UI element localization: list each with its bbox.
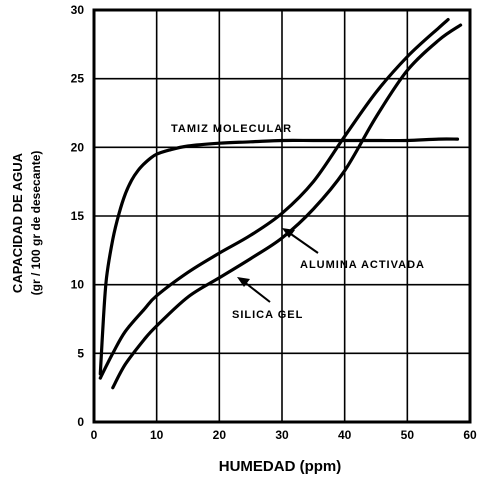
x-tick-label: 60 xyxy=(463,428,477,442)
x-tick-labels: 0 10 20 30 40 50 60 xyxy=(91,428,477,442)
grid xyxy=(94,10,470,422)
x-tick-label: 40 xyxy=(338,428,352,442)
plot-frame xyxy=(92,8,472,424)
y-tick-label: 10 xyxy=(71,278,85,292)
alumina-arrowhead xyxy=(282,228,295,238)
y-axis-title: CAPACIDAD DE AGUA xyxy=(10,152,25,293)
series-line-alumina-activada xyxy=(98,18,450,380)
x-axis-title: HUMEDAD (ppm) xyxy=(219,458,341,475)
series-line-tamiz-molecular xyxy=(98,137,460,376)
y-tick-label: 15 xyxy=(71,209,85,223)
x-tick-label: 10 xyxy=(150,428,164,442)
series-line-silica-gel xyxy=(111,23,463,390)
y-axis-subtitle: (gr / 100 gr de desecante) xyxy=(29,151,43,296)
annotation-tamiz-molecular: TAMIZ MOLECULAR xyxy=(171,123,292,135)
series-lines xyxy=(98,18,463,390)
alumina-arrow-shaft xyxy=(287,231,319,254)
annotation-alumina-activada: ALUMINA ACTIVADA xyxy=(300,259,425,271)
annotation-silica-gel: SILICA GEL xyxy=(232,309,303,321)
x-tick-label: 50 xyxy=(401,428,415,442)
y-tick-label: 25 xyxy=(71,72,85,86)
x-tick-label: 20 xyxy=(213,428,227,442)
y-tick-label: 20 xyxy=(71,140,85,154)
x-tick-label: 0 xyxy=(91,428,98,442)
silica-arrow-shaft xyxy=(242,280,271,303)
silica-arrowhead xyxy=(237,277,250,287)
x-tick-label: 30 xyxy=(275,428,289,442)
y-tick-label: 0 xyxy=(77,415,84,429)
y-tick-label: 30 xyxy=(71,3,85,17)
y-tick-labels: 0 5 10 15 20 25 30 xyxy=(71,3,85,429)
y-tick-label: 5 xyxy=(77,346,84,360)
